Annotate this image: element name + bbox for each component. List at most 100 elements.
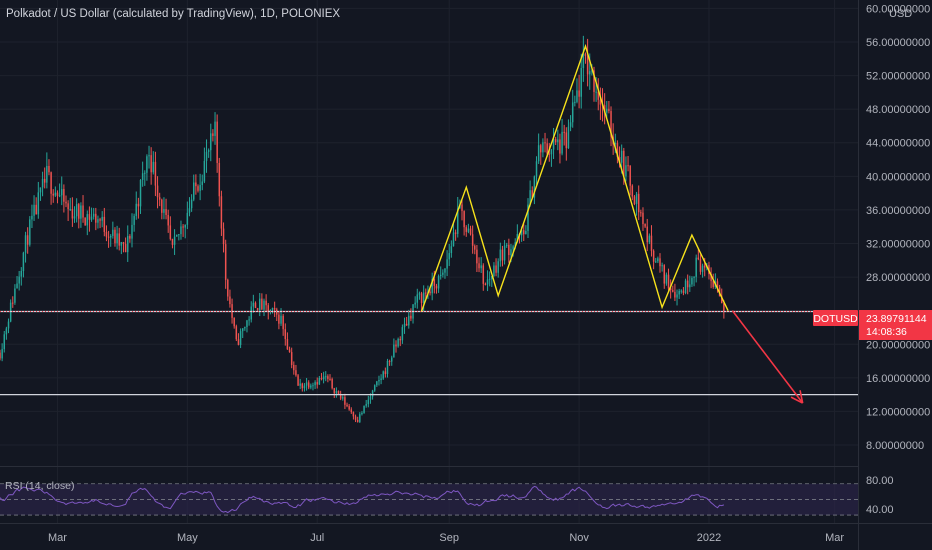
time-tick-label: May bbox=[177, 532, 198, 544]
candle-body bbox=[297, 375, 299, 386]
candle-body bbox=[367, 399, 370, 405]
time-axis[interactable]: Mar May Jul Sep Nov 2022 Mar bbox=[48, 532, 844, 544]
candle-body bbox=[124, 243, 127, 253]
candle-body bbox=[156, 185, 159, 198]
candle-body bbox=[144, 172, 146, 174]
candle-body bbox=[182, 226, 184, 228]
price-tick-label: 20.00000000 bbox=[866, 339, 930, 351]
candle-body bbox=[237, 339, 240, 345]
symbol-tag-box bbox=[813, 310, 858, 326]
candle-body bbox=[171, 238, 174, 245]
candle-body bbox=[486, 279, 489, 285]
candle-body bbox=[418, 293, 421, 295]
candle-body bbox=[229, 296, 231, 305]
candle-body bbox=[365, 404, 367, 406]
candle-body bbox=[544, 142, 546, 144]
symbol-tag: DOTUSD bbox=[813, 313, 858, 325]
candle-body bbox=[101, 216, 103, 221]
candle-body bbox=[420, 293, 423, 303]
candle-body bbox=[118, 233, 120, 246]
candle-body bbox=[663, 265, 666, 284]
candle-body bbox=[505, 244, 508, 246]
candle-body bbox=[173, 236, 176, 245]
candle-body bbox=[599, 99, 602, 105]
candle-body bbox=[50, 172, 52, 194]
candle-body bbox=[650, 235, 653, 251]
candle-body bbox=[24, 235, 27, 253]
candle-body bbox=[373, 385, 376, 391]
candle-body bbox=[56, 192, 59, 196]
candle-body bbox=[376, 381, 378, 386]
candle-body bbox=[235, 326, 238, 340]
candle-body bbox=[69, 209, 72, 211]
candle-body bbox=[495, 265, 497, 273]
candle-body bbox=[278, 314, 280, 324]
candle-body bbox=[337, 391, 340, 395]
candle-body bbox=[318, 378, 321, 385]
candle-body bbox=[324, 376, 327, 378]
candle-body bbox=[39, 187, 42, 193]
candle-body bbox=[214, 121, 216, 136]
candle-body bbox=[393, 344, 395, 358]
down-arrow bbox=[731, 310, 804, 404]
candle-body bbox=[331, 379, 333, 389]
candle-body bbox=[7, 321, 10, 329]
candle-body bbox=[120, 242, 123, 246]
candle-body bbox=[522, 230, 525, 235]
candle-body bbox=[520, 230, 523, 236]
price-tag-value: 23.89791144 bbox=[866, 313, 927, 325]
candle-body bbox=[678, 290, 680, 295]
candle-body bbox=[710, 274, 712, 282]
candle-body bbox=[267, 305, 270, 313]
candle-body bbox=[348, 406, 350, 410]
candle-body bbox=[644, 224, 646, 227]
candle-body bbox=[482, 265, 485, 284]
candle-body bbox=[695, 257, 697, 277]
candle-body bbox=[314, 382, 316, 386]
candle-body bbox=[256, 307, 259, 311]
candle-body bbox=[265, 300, 267, 306]
candle-body bbox=[623, 150, 625, 177]
candle-body bbox=[129, 236, 131, 239]
candle-body bbox=[329, 378, 331, 380]
candle-body bbox=[620, 150, 623, 163]
candle-body bbox=[88, 214, 91, 220]
candle-body bbox=[446, 259, 448, 269]
candle-body bbox=[516, 233, 519, 243]
candle-body bbox=[71, 209, 74, 219]
candle-body bbox=[463, 211, 465, 228]
candle-body bbox=[320, 378, 323, 380]
candle-body bbox=[450, 246, 453, 254]
candle-body bbox=[154, 161, 157, 186]
candle-body bbox=[60, 189, 63, 196]
candle-body bbox=[676, 294, 678, 298]
candle-body bbox=[529, 190, 531, 205]
candle-body bbox=[316, 382, 318, 385]
candle-body bbox=[90, 216, 93, 220]
candle-body bbox=[693, 276, 695, 278]
candle-body bbox=[197, 186, 199, 191]
price-tick-label: 16.00000000 bbox=[866, 373, 930, 385]
candle-body bbox=[378, 379, 380, 382]
candle-body bbox=[488, 278, 491, 280]
candle-body bbox=[33, 204, 35, 216]
candle-body bbox=[527, 204, 529, 231]
pattern-line bbox=[420, 43, 729, 312]
candle-body bbox=[703, 265, 706, 268]
candle-body bbox=[227, 279, 229, 297]
candle-body bbox=[559, 139, 561, 154]
candle-body bbox=[310, 385, 312, 388]
candle-body bbox=[680, 290, 683, 292]
candle-body bbox=[35, 204, 37, 215]
candle-body bbox=[537, 145, 540, 162]
candle-body bbox=[146, 156, 148, 173]
candle-body bbox=[99, 219, 101, 221]
candle-body bbox=[350, 409, 353, 413]
candle-body bbox=[222, 228, 225, 245]
price-axis[interactable]: 60.00000000 56.00000000 52.00000000 48.0000… bbox=[866, 3, 930, 452]
candle-body bbox=[635, 193, 638, 204]
time-tick-label: 2022 bbox=[697, 532, 721, 544]
candle-body bbox=[512, 246, 514, 250]
candle-body bbox=[161, 199, 163, 213]
